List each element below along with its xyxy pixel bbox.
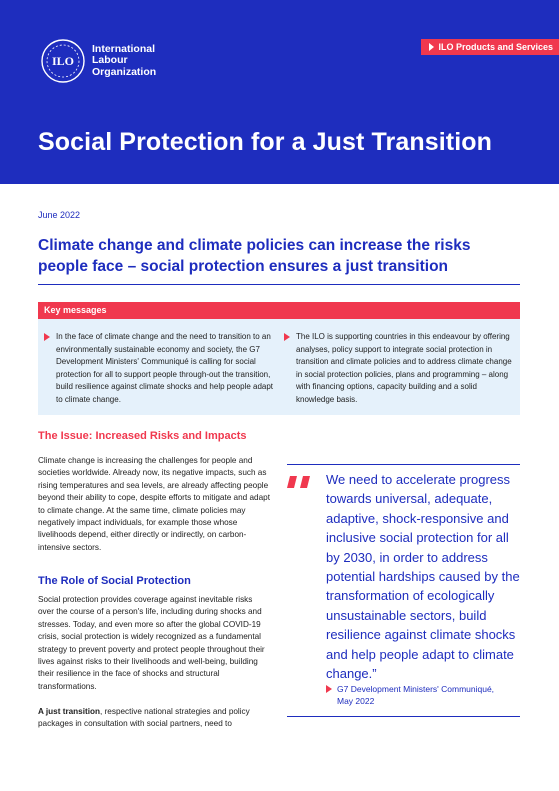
subtitle: Climate change and climate policies can … (38, 237, 471, 275)
quote-source: G7 Development Ministers' Communiqué, Ma… (326, 683, 494, 707)
quote-divider-bottom (287, 716, 520, 717)
role-paragraph: Social protection provides coverage agai… (38, 595, 265, 691)
arrow-right-icon (429, 43, 435, 51)
divider (38, 284, 520, 285)
ilo-logo[interactable]: ILO International Labour Organization (40, 38, 156, 84)
section-heading-issue: The Issue: Increased Risks and Impacts (38, 430, 247, 442)
page-title: Social Protection for a Just Transition (38, 128, 492, 156)
issue-paragraph: Climate change is increasing the challen… (38, 456, 270, 552)
key-message-item: In the face of climate change and the ne… (44, 331, 274, 415)
quote-mark-icon (287, 476, 310, 488)
organization-name: International Labour Organization (92, 42, 157, 78)
bullet-arrow-icon (284, 333, 290, 341)
ilo-emblem-icon: ILO (41, 39, 85, 83)
bullet-arrow-icon (44, 333, 50, 341)
products-tag-label: ILO Products and Services (438, 42, 553, 52)
key-message-item: The ILO is supporting countries in this … (284, 331, 514, 415)
pull-quote: We need to accelerate progress towards u… (326, 472, 520, 682)
key-messages-box: In the face of climate change and the ne… (38, 319, 520, 415)
products-tag[interactable]: ILO Products and Services (421, 39, 559, 55)
quote-divider-top (287, 464, 520, 465)
publication-date: June 2022 (38, 210, 81, 220)
svg-text:ILO: ILO (52, 54, 74, 68)
section-heading-role: The Role of Social Protection (38, 575, 191, 587)
key-messages-heading: Key messages (38, 302, 520, 319)
page-header (0, 0, 559, 184)
just-transition-paragraph: A just transition, respective national s… (38, 707, 250, 729)
bullet-arrow-icon (326, 685, 332, 693)
